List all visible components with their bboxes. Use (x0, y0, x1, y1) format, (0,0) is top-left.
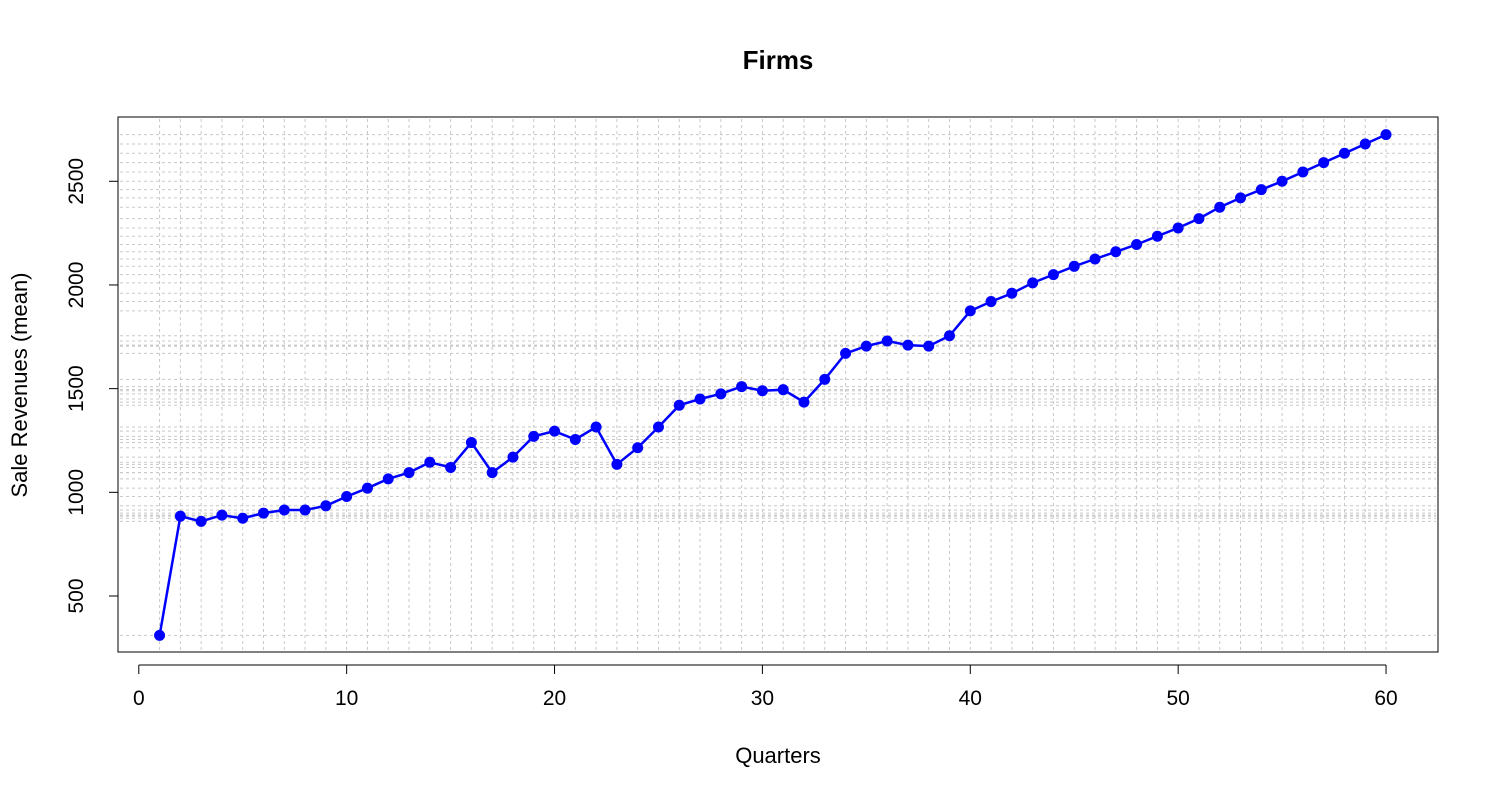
data-point (590, 421, 602, 433)
data-point (1089, 253, 1101, 265)
data-point (964, 305, 976, 317)
series-firms (154, 129, 1392, 641)
x-axis: 0 10 20 30 40 50 60 (133, 664, 1398, 710)
data-point (320, 500, 332, 512)
data-point (507, 451, 519, 463)
x-axis-label: Quarters (735, 743, 821, 768)
data-point (923, 340, 935, 352)
data-point (777, 384, 789, 396)
data-point (278, 504, 290, 516)
data-point (1214, 201, 1226, 213)
data-point (258, 507, 270, 519)
data-point (985, 296, 997, 308)
data-point (798, 396, 810, 408)
data-point (694, 393, 706, 405)
data-point (1131, 239, 1143, 251)
data-point (632, 442, 644, 454)
data-point (756, 385, 768, 397)
data-point (652, 421, 664, 433)
data-point (465, 437, 477, 449)
data-point (1297, 166, 1309, 178)
data-point (1151, 230, 1163, 242)
data-point (1338, 147, 1350, 159)
y-tick-label: 500 (65, 578, 88, 613)
data-point (1027, 277, 1039, 289)
data-point (860, 340, 872, 352)
data-point (1235, 192, 1247, 204)
data-point (361, 482, 373, 494)
x-tick-label: 0 (133, 687, 145, 710)
x-tick-label: 30 (751, 687, 774, 710)
data-point (424, 456, 436, 468)
data-point (1172, 222, 1184, 234)
data-point (1047, 269, 1059, 281)
data-point (154, 629, 166, 641)
y-tick-label: 2500 (65, 158, 88, 205)
data-point (237, 512, 249, 524)
data-point (486, 467, 498, 479)
data-point (1110, 246, 1122, 258)
data-point (881, 335, 893, 347)
y-axis: 500 1000 1500 2000 2500 (65, 158, 119, 614)
data-point (528, 430, 540, 442)
series-line (158, 133, 1387, 636)
data-point (943, 330, 955, 342)
x-tick-label: 50 (1166, 687, 1189, 710)
x-tick-label: 60 (1374, 687, 1397, 710)
data-point (840, 347, 852, 359)
data-point (1193, 213, 1205, 225)
data-point (299, 504, 311, 516)
x-tick-label: 10 (335, 687, 358, 710)
data-point (1380, 129, 1392, 141)
data-point (1359, 138, 1371, 150)
data-point (341, 490, 353, 502)
data-point (1276, 175, 1288, 187)
data-point (715, 388, 727, 400)
data-point (382, 473, 394, 485)
data-point (1255, 184, 1267, 196)
data-point (174, 510, 186, 522)
data-point (1318, 157, 1330, 169)
data-point (673, 399, 685, 411)
data-point (216, 509, 228, 521)
y-tick-label: 2000 (65, 262, 88, 309)
data-point (819, 373, 831, 385)
y-axis-label: Sale Revenues (mean) (7, 272, 32, 497)
data-point (611, 458, 623, 470)
data-point (195, 515, 207, 527)
x-tick-label: 20 (543, 687, 566, 710)
data-point (902, 339, 914, 351)
y-tick-label: 1000 (65, 469, 88, 516)
data-point (445, 461, 457, 473)
data-point (569, 433, 581, 445)
data-point (549, 425, 561, 437)
data-point (736, 381, 748, 393)
y-tick-label: 1500 (65, 365, 88, 412)
data-point (403, 467, 415, 479)
data-point (1068, 260, 1080, 272)
data-point (1006, 287, 1018, 299)
x-tick-label: 40 (959, 687, 982, 710)
chart-title: Firms (743, 45, 814, 75)
